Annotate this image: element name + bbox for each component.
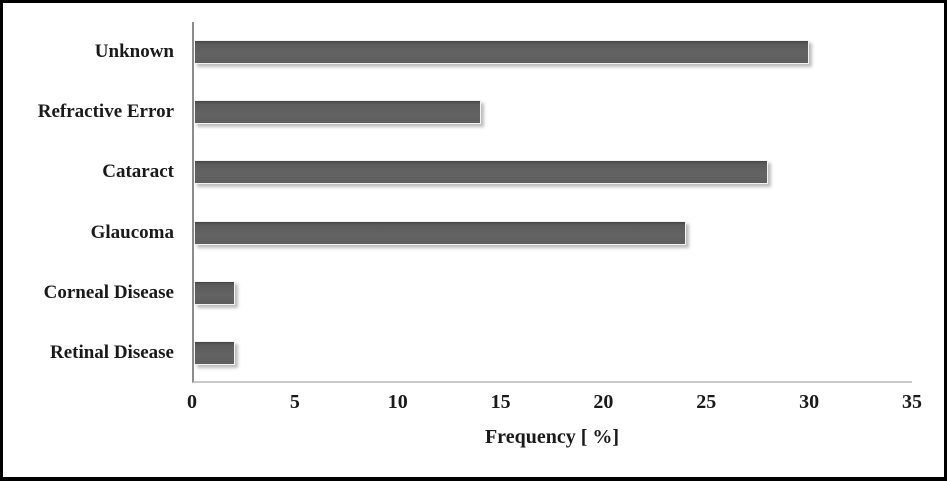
bar — [194, 280, 236, 305]
x-tick-label: 5 — [289, 391, 300, 413]
category-label: Glaucoma — [90, 221, 174, 243]
x-tick-label: 10 — [387, 391, 408, 413]
bar — [194, 340, 236, 365]
bar — [194, 160, 769, 185]
x-tick-label: 0 — [187, 391, 197, 413]
bar — [194, 40, 810, 65]
category-label: Cataract — [102, 161, 174, 183]
x-tick-label: 20 — [593, 391, 614, 413]
bar-row — [194, 142, 912, 202]
x-tick-label: 35 — [902, 391, 922, 413]
bar-row — [194, 203, 912, 263]
category-label: Unknown — [94, 41, 174, 63]
x-axis-ticks: 0 5 10 15 20 25 30 35 — [187, 391, 922, 417]
category-label: Corneal Disease — [43, 281, 174, 303]
bar-row — [194, 82, 912, 142]
bar — [194, 100, 482, 125]
bar-row — [194, 263, 912, 323]
x-tick-label: 30 — [799, 391, 820, 413]
plot-area — [192, 22, 912, 383]
category-label: Refractive Error — [37, 101, 174, 123]
bar — [194, 220, 687, 245]
x-tick-label: 15 — [490, 391, 511, 413]
bar-row — [194, 323, 912, 383]
category-label: Retinal Disease — [49, 341, 174, 363]
category-axis: Unknown Refractive Error Cataract Glaucoma C… — [3, 22, 183, 383]
bar-row — [194, 22, 912, 82]
x-axis-title: Frequency [ %] — [484, 426, 620, 448]
x-tick-label: 25 — [696, 391, 717, 413]
